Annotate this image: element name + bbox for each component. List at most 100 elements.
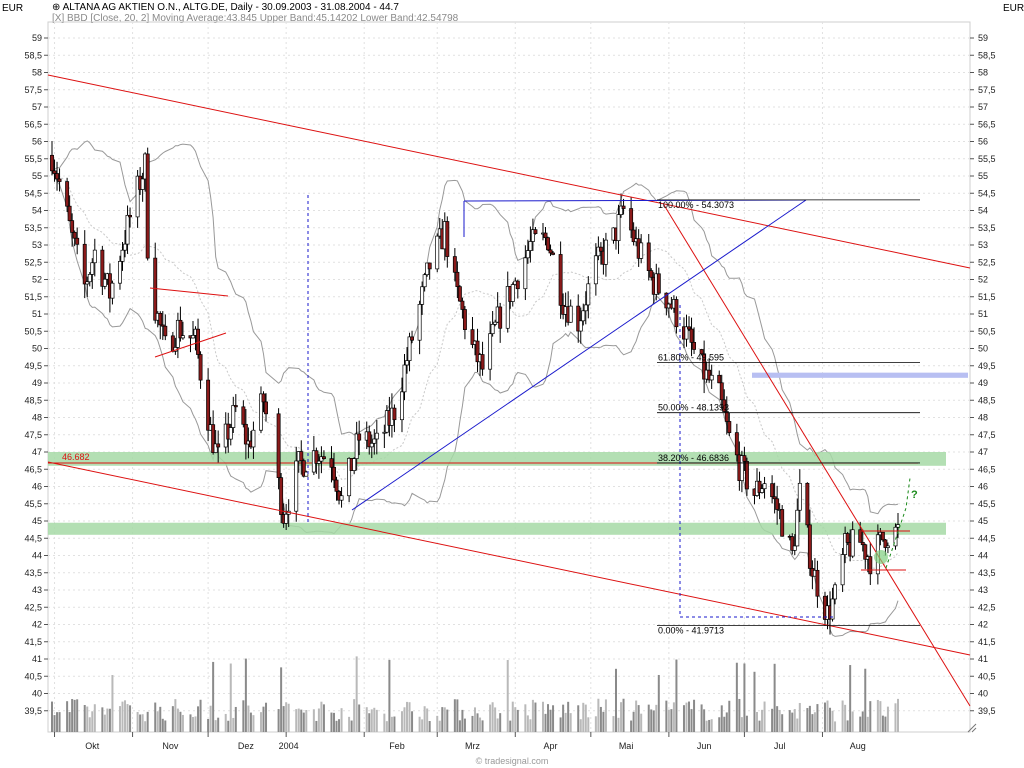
candle (407, 332, 412, 372)
volume-bar (426, 708, 429, 732)
resistance-zone (752, 372, 968, 378)
y-tick-label-right: 48,5 (978, 395, 996, 405)
y-tick-label-right: 58 (978, 68, 988, 78)
candle-body (548, 249, 553, 254)
volume-bar (829, 707, 832, 732)
y-tick-label-right: 46,5 (978, 464, 996, 474)
volume-bar (841, 700, 844, 732)
volume-bar (886, 706, 889, 732)
volume-bar (358, 704, 361, 732)
candle (352, 457, 357, 475)
volume-bar (91, 711, 94, 732)
candle-body (180, 335, 185, 339)
candle-body (140, 178, 145, 190)
x-tick-label: 2004 (279, 741, 299, 751)
candle (543, 227, 548, 246)
volume-bar (526, 715, 529, 732)
bollinger-lower-band (51, 170, 899, 637)
candle-body (523, 257, 528, 290)
candle (656, 267, 661, 296)
candle-body (586, 283, 591, 306)
candle (123, 230, 127, 258)
volume-bar (154, 702, 157, 732)
candle-body (533, 229, 538, 234)
candle (586, 276, 591, 319)
candle (551, 251, 556, 256)
candle-body (684, 326, 689, 340)
y-tick-label-left: 48,5 (24, 395, 42, 405)
candle-body (757, 480, 762, 493)
volume-bar (385, 721, 388, 732)
volume-bar (756, 711, 758, 732)
candle-body (689, 328, 694, 343)
volume-bar (86, 706, 89, 732)
candle (178, 306, 183, 342)
volume-bar (632, 711, 635, 732)
x-tick-label: Nov (162, 741, 179, 751)
volume-bar (806, 708, 809, 732)
candle-body (213, 443, 218, 453)
volume-bar (161, 718, 164, 732)
candle (724, 396, 729, 435)
candle (213, 430, 218, 454)
y-tick-label-right: 48 (978, 413, 988, 423)
candle (621, 198, 626, 215)
candle (581, 303, 586, 326)
volume-bar (71, 699, 74, 732)
candle (858, 521, 863, 543)
candle (863, 543, 868, 570)
volume-bar (758, 720, 761, 732)
volume-bar (227, 720, 230, 732)
volume-bar (479, 717, 482, 732)
candle-body (528, 241, 533, 251)
candle-body (578, 320, 583, 332)
volume-bar (602, 711, 605, 732)
y-tick-label-right: 40,5 (978, 671, 996, 681)
candle-body (241, 406, 246, 425)
volume-bar (375, 709, 378, 732)
candle (276, 408, 281, 490)
y-tick-label-left: 44,5 (24, 533, 42, 543)
volume-bar (723, 716, 726, 732)
volume-bar (214, 720, 217, 732)
candle-body (493, 321, 498, 325)
candle (332, 452, 336, 488)
y-tick-label-right: 57 (978, 102, 988, 112)
volume-bar (703, 709, 706, 732)
pin-icon[interactable]: ⊕ (52, 2, 61, 13)
volume-bar (335, 720, 338, 732)
candle (833, 582, 838, 605)
y-tick-label-left: 57 (32, 102, 42, 112)
candle (160, 311, 165, 340)
candle-body (352, 458, 357, 471)
volume-bar (265, 702, 268, 732)
y-tick-label-left: 56,5 (24, 119, 42, 129)
y-tick-label-right: 58,5 (978, 50, 996, 60)
y-tick-label-left: 54 (32, 206, 42, 216)
candle (191, 321, 195, 339)
volume-bar (181, 714, 184, 732)
volume-bar (388, 659, 391, 732)
candle-body (457, 286, 462, 302)
flag-lower-line (154, 332, 227, 358)
volume-bar (400, 711, 403, 732)
volume-bar (514, 707, 517, 732)
candle-body (830, 598, 835, 620)
candle-body (402, 364, 407, 393)
y-tick-label-left: 51,5 (24, 292, 42, 302)
volume-bar (121, 701, 124, 732)
candle-body (616, 214, 621, 242)
candle (830, 587, 835, 622)
candle (314, 447, 319, 474)
volume-bar (277, 709, 280, 732)
candle-body (294, 460, 299, 512)
candle-body (382, 431, 387, 434)
volume-bar (199, 699, 202, 732)
x-tick-label: Dez (238, 741, 255, 751)
candle (420, 281, 425, 315)
y-tick-label-right: 51 (978, 309, 988, 319)
candle-body (551, 252, 556, 255)
candle-body (709, 374, 714, 381)
volume-bar (108, 708, 111, 732)
